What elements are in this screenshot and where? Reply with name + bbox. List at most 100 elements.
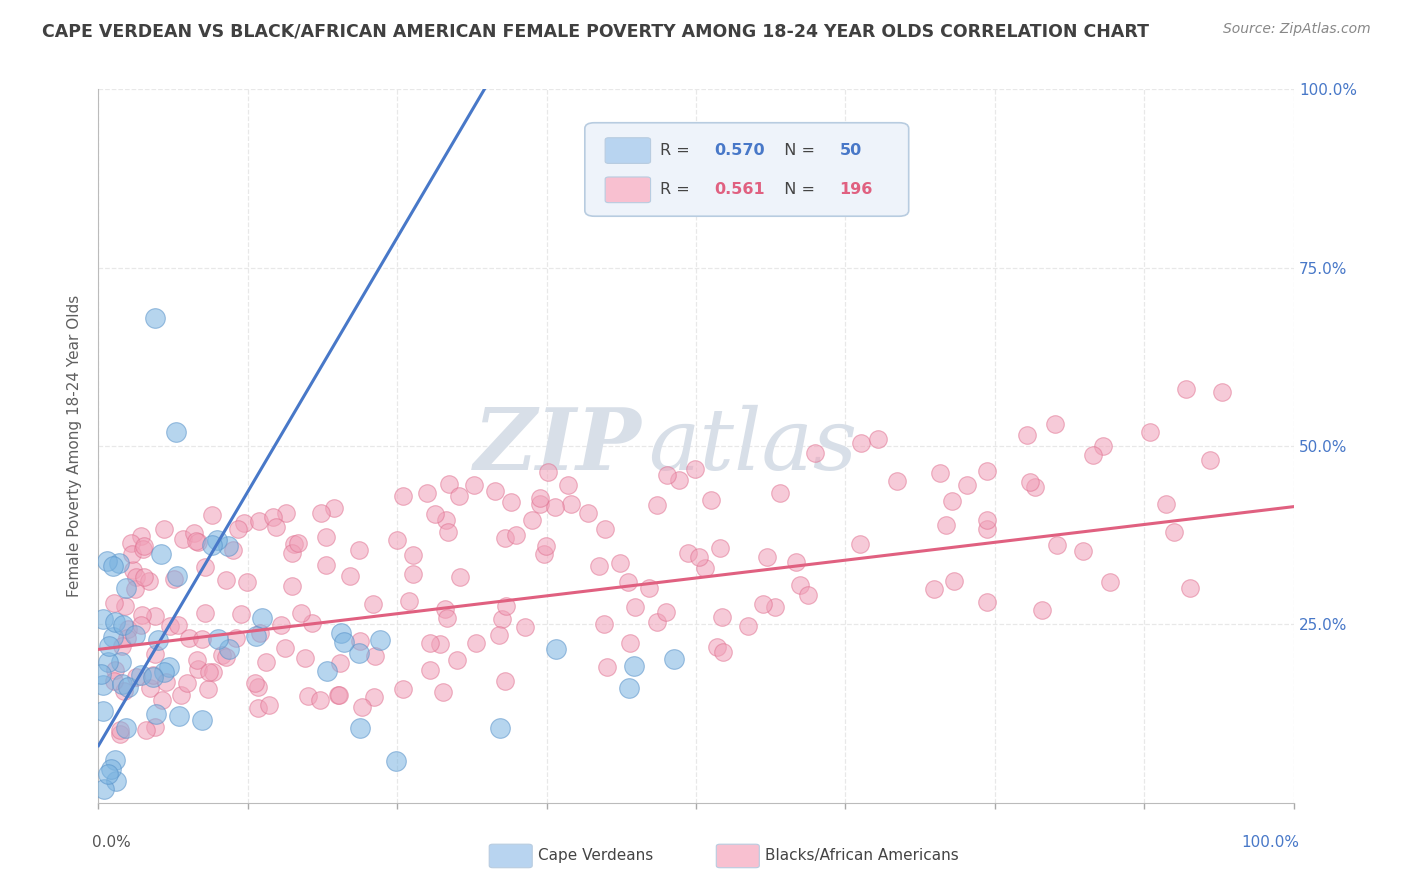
Point xyxy=(153,665,176,679)
Point xyxy=(593,522,616,536)
Point xyxy=(544,642,567,657)
Point xyxy=(501,495,523,509)
Point xyxy=(120,536,142,550)
Point xyxy=(183,525,205,540)
Point xyxy=(706,640,728,654)
Point xyxy=(447,489,470,503)
Point xyxy=(349,721,371,735)
Point xyxy=(198,665,221,679)
Point xyxy=(125,670,148,684)
Point xyxy=(90,666,112,681)
Point xyxy=(217,539,239,553)
Point xyxy=(121,548,143,562)
Point xyxy=(326,688,349,702)
Point xyxy=(576,506,599,520)
Point xyxy=(143,609,166,624)
Point xyxy=(756,550,779,565)
Point xyxy=(1091,439,1114,453)
Point xyxy=(115,581,138,595)
Point xyxy=(593,616,616,631)
Text: ZIP: ZIP xyxy=(474,404,643,488)
Point xyxy=(201,538,224,552)
Point xyxy=(197,681,219,696)
Point xyxy=(668,473,690,487)
Point xyxy=(145,707,167,722)
Point xyxy=(789,578,811,592)
Point xyxy=(645,498,668,512)
Y-axis label: Female Poverty Among 18-24 Year Olds: Female Poverty Among 18-24 Year Olds xyxy=(67,295,83,597)
Point xyxy=(143,310,166,325)
Point xyxy=(308,693,330,707)
Point xyxy=(495,599,517,613)
Point xyxy=(384,754,406,768)
Point xyxy=(243,675,266,690)
Point xyxy=(623,599,645,614)
Point xyxy=(1099,574,1122,589)
Point xyxy=(695,561,717,575)
Point xyxy=(226,522,249,536)
Point xyxy=(142,668,165,682)
Point xyxy=(752,597,775,611)
Point xyxy=(316,664,339,678)
Point xyxy=(246,680,269,694)
Point xyxy=(103,673,125,688)
Point xyxy=(170,688,193,702)
Point xyxy=(108,556,131,570)
Point xyxy=(114,599,136,614)
Point xyxy=(93,781,115,796)
Point xyxy=(225,631,247,645)
Point xyxy=(688,550,710,565)
Point xyxy=(363,597,385,611)
Point xyxy=(363,690,385,704)
Point xyxy=(711,645,734,659)
Point xyxy=(352,699,374,714)
Point xyxy=(297,689,319,703)
Point xyxy=(432,685,454,699)
Point xyxy=(97,767,120,781)
Point xyxy=(134,723,156,737)
Text: 0.561: 0.561 xyxy=(714,182,765,197)
Point xyxy=(111,677,134,691)
Point xyxy=(737,619,759,633)
Point xyxy=(328,688,350,702)
Point xyxy=(339,569,361,583)
Point xyxy=(264,519,287,533)
Point xyxy=(402,567,425,582)
Point xyxy=(1163,525,1185,540)
Text: N =: N = xyxy=(773,182,820,197)
Point xyxy=(763,599,786,614)
Point xyxy=(494,673,516,688)
Point xyxy=(617,681,640,695)
Point xyxy=(169,708,191,723)
Point xyxy=(1024,480,1046,494)
Point xyxy=(941,493,963,508)
Point xyxy=(347,542,370,557)
Point xyxy=(1071,544,1094,558)
Point xyxy=(281,579,304,593)
Point xyxy=(205,533,228,547)
Point xyxy=(104,663,127,677)
Point xyxy=(529,491,551,505)
Point xyxy=(211,648,233,662)
Point xyxy=(1031,603,1053,617)
Point xyxy=(152,693,174,707)
Point xyxy=(935,518,957,533)
Point xyxy=(221,543,243,558)
Point xyxy=(246,701,269,715)
Point xyxy=(425,508,447,522)
Point xyxy=(262,509,284,524)
Point xyxy=(112,683,135,698)
Point xyxy=(391,489,413,503)
Point xyxy=(91,704,114,718)
Point xyxy=(534,539,557,553)
Point xyxy=(145,721,167,735)
Point xyxy=(560,497,582,511)
Point xyxy=(976,523,998,537)
Point xyxy=(111,618,134,632)
Point xyxy=(1018,475,1040,490)
Point xyxy=(956,478,979,492)
Point xyxy=(1198,453,1220,467)
Point xyxy=(505,528,527,542)
Point xyxy=(157,660,180,674)
Point xyxy=(129,668,152,682)
